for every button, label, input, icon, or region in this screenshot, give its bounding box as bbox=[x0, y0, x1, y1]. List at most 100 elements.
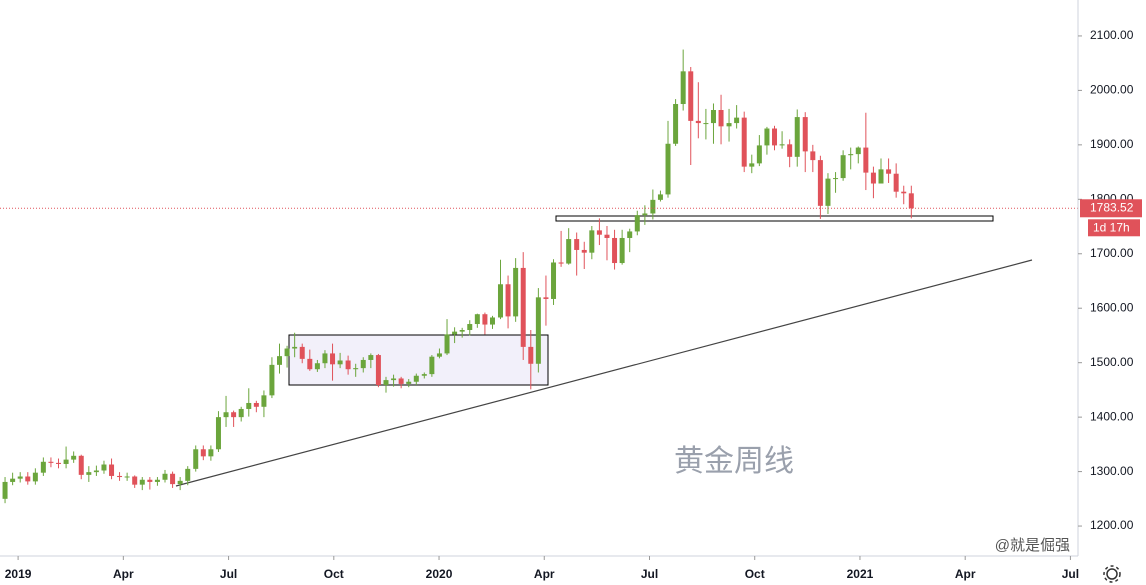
candle-body bbox=[619, 237, 625, 264]
candle-body bbox=[482, 314, 488, 325]
candle-body bbox=[284, 348, 290, 357]
candle-body bbox=[543, 297, 549, 299]
candle-body bbox=[756, 145, 762, 164]
x-tick-label: Apr bbox=[955, 567, 976, 581]
candle-body bbox=[650, 199, 656, 214]
candle-body bbox=[581, 249, 587, 253]
candle-body bbox=[185, 468, 191, 481]
y-tick-label: 1400.00 bbox=[1090, 409, 1134, 423]
candle-body bbox=[566, 239, 572, 264]
candle-body bbox=[551, 262, 557, 299]
candle-body bbox=[238, 408, 244, 418]
candle-body bbox=[330, 353, 336, 365]
candle-body bbox=[71, 455, 77, 460]
candle-body bbox=[132, 476, 138, 485]
candle-body bbox=[276, 356, 282, 365]
x-tick-label: Jul bbox=[220, 567, 237, 581]
candle-body bbox=[337, 360, 343, 365]
candle-body bbox=[627, 231, 633, 238]
candle-body bbox=[878, 169, 884, 184]
candle-body bbox=[612, 237, 618, 264]
y-tick-label: 1500.00 bbox=[1090, 355, 1134, 369]
candle-body bbox=[688, 71, 694, 121]
x-tick-label: 2019 bbox=[5, 567, 32, 581]
x-tick-label: 2020 bbox=[426, 567, 453, 581]
candle-body bbox=[2, 481, 8, 499]
candle-body bbox=[787, 144, 793, 157]
candle-body bbox=[162, 473, 168, 480]
y-tick-label: 2000.00 bbox=[1090, 83, 1134, 97]
candle-body bbox=[10, 478, 16, 482]
x-tick-label: 2021 bbox=[847, 567, 874, 581]
candle-body bbox=[32, 472, 38, 482]
candle-body bbox=[117, 475, 123, 478]
candle-body bbox=[634, 215, 640, 232]
candle-body bbox=[154, 479, 160, 482]
candle-body bbox=[726, 123, 732, 127]
candle-body bbox=[208, 449, 214, 457]
candle-body bbox=[642, 213, 648, 216]
candle-body bbox=[86, 472, 92, 475]
x-tick-label: Apr bbox=[534, 567, 555, 581]
candle-body bbox=[261, 395, 267, 407]
candle-body bbox=[901, 191, 907, 194]
candle-body bbox=[307, 358, 313, 370]
candle-body bbox=[893, 173, 899, 192]
plot-area: 黄金周线 bbox=[0, 49, 1078, 504]
candle-body bbox=[253, 402, 259, 407]
candle-body bbox=[467, 324, 473, 331]
candle-body bbox=[368, 355, 374, 360]
candle-body bbox=[779, 144, 785, 146]
candle-body bbox=[596, 230, 602, 235]
candle-body bbox=[17, 476, 23, 479]
candle-body bbox=[703, 123, 709, 125]
candle-body bbox=[345, 360, 351, 370]
candle-body bbox=[101, 464, 107, 471]
candle-body bbox=[406, 381, 412, 384]
x-tick-label: Apr bbox=[113, 567, 134, 581]
candle-body bbox=[810, 151, 816, 161]
candle-body bbox=[193, 449, 199, 469]
candle-body bbox=[718, 110, 724, 127]
y-tick-label: 1600.00 bbox=[1090, 300, 1134, 314]
candle-body bbox=[25, 476, 31, 482]
countdown-tag bbox=[1088, 219, 1140, 237]
candle-body bbox=[292, 346, 298, 349]
candle-body bbox=[848, 154, 854, 156]
candle-body bbox=[391, 378, 397, 381]
candle-body bbox=[665, 143, 671, 195]
candle-body bbox=[825, 178, 831, 206]
candle-body bbox=[200, 449, 206, 457]
candle-body bbox=[741, 117, 747, 167]
candle-body bbox=[353, 368, 359, 370]
candle-body bbox=[231, 412, 237, 418]
candle-body bbox=[147, 479, 153, 482]
x-tick-label: Jul bbox=[1062, 567, 1079, 581]
candle-body bbox=[657, 194, 663, 200]
candle-body bbox=[535, 297, 541, 364]
candle-body bbox=[513, 267, 519, 317]
y-tick-label: 2100.00 bbox=[1090, 28, 1134, 42]
last-price-label: 1783.52 bbox=[1090, 200, 1134, 214]
candle-body bbox=[749, 163, 755, 167]
candle-body bbox=[223, 412, 229, 418]
candle-body bbox=[505, 284, 511, 317]
candle-body bbox=[710, 110, 716, 124]
countdown: 1d 17h bbox=[1093, 220, 1130, 234]
settings-icon[interactable] bbox=[1103, 565, 1121, 583]
candle-body bbox=[802, 117, 808, 152]
candle-body bbox=[908, 193, 914, 209]
candle-body bbox=[177, 480, 183, 485]
candle-body bbox=[436, 353, 442, 357]
candle-body bbox=[215, 417, 221, 450]
candle-body bbox=[574, 239, 580, 250]
y-tick-label: 1300.00 bbox=[1090, 464, 1134, 478]
candle-body bbox=[589, 230, 595, 253]
candle-body bbox=[322, 353, 328, 364]
candle-body bbox=[840, 155, 846, 179]
candle-body bbox=[413, 375, 419, 382]
candle-body bbox=[870, 172, 876, 184]
candle-body bbox=[764, 128, 770, 146]
